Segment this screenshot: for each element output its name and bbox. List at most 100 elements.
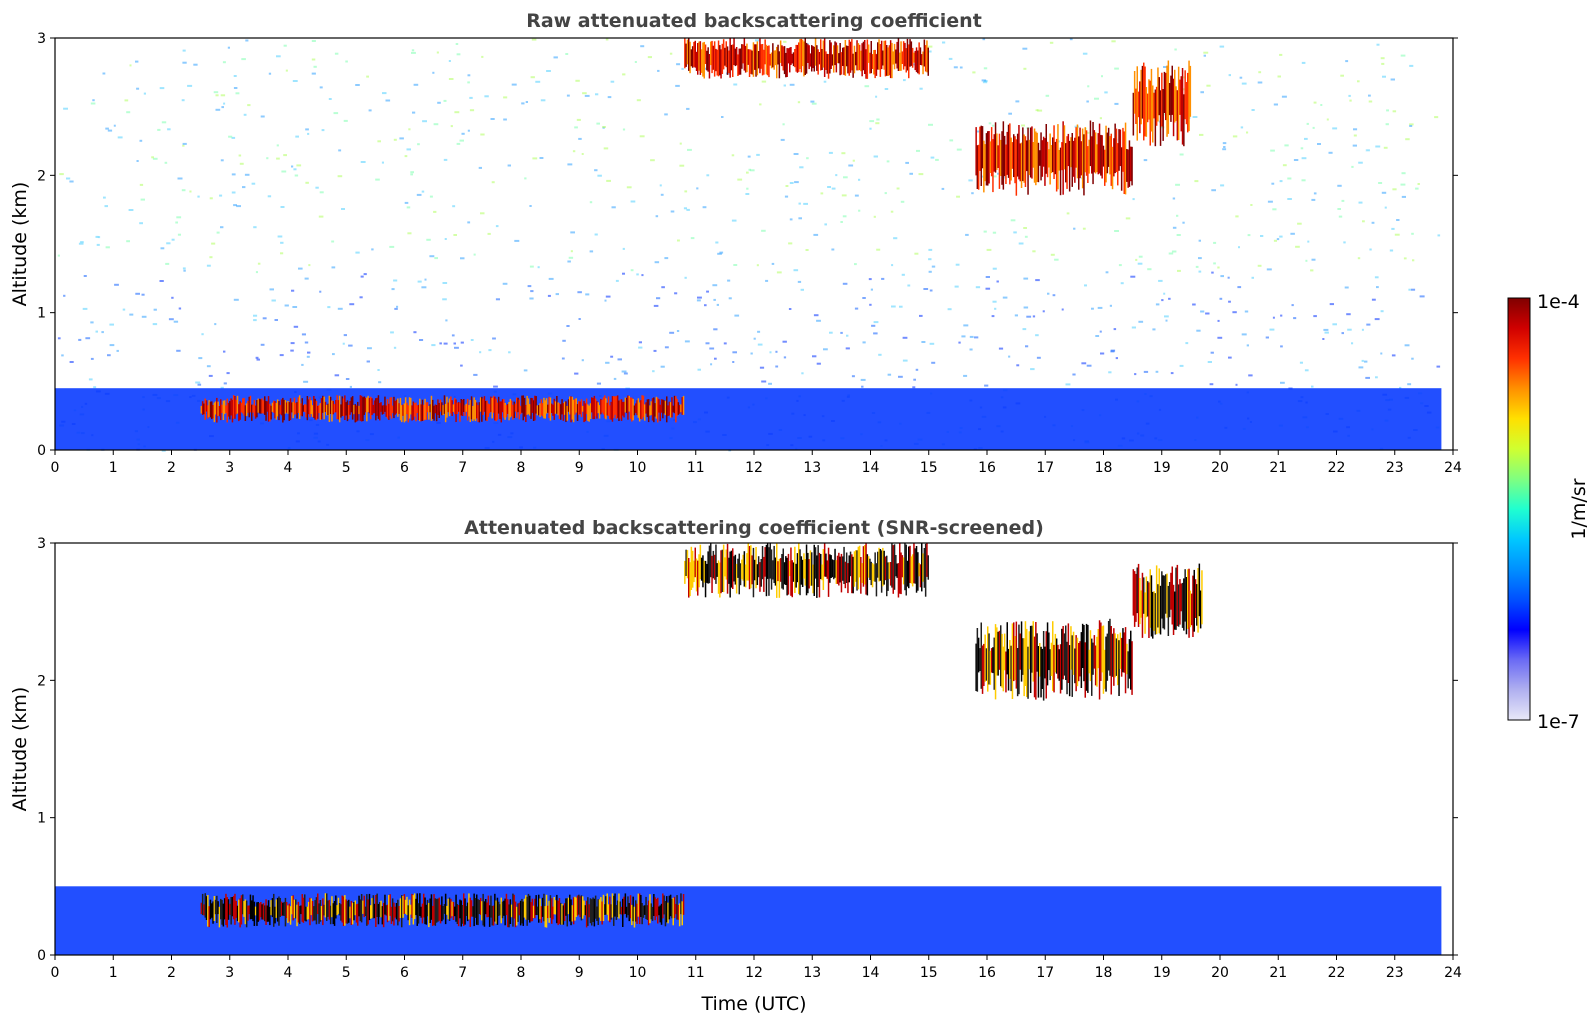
feature-streak (851, 554, 853, 594)
feature-streak (563, 903, 566, 922)
noise-pixel (1267, 200, 1273, 203)
noise-pixel (1279, 180, 1283, 183)
feature-streak (1028, 631, 1031, 670)
noise-pixel (1335, 120, 1338, 123)
feature-streak (886, 45, 888, 76)
feature-streak (734, 554, 737, 585)
noise-pixel (756, 264, 759, 267)
feature-streak (917, 50, 919, 74)
feature-streak (865, 49, 867, 79)
feature-streak (923, 548, 926, 588)
x-tick-label: 23 (1386, 965, 1404, 981)
noise-pixel (1084, 284, 1087, 287)
feature-streak (1053, 125, 1055, 179)
feature-streak (278, 401, 280, 421)
colorbar-gradient (1507, 297, 1531, 721)
noise-pixel (835, 174, 838, 177)
feature-streak (689, 41, 691, 74)
noise-pixel (1211, 271, 1214, 274)
noise-pixel (1323, 328, 1329, 331)
feature-streak (877, 42, 879, 70)
feature-streak (227, 402, 230, 417)
feature-streak (1005, 144, 1007, 184)
feature-streak (735, 563, 738, 594)
feature-streak (746, 43, 748, 73)
noise-pixel (455, 43, 459, 45)
feature-streak (655, 899, 658, 917)
feature-streak (252, 404, 254, 413)
feature-streak (552, 404, 554, 416)
feature-streak (391, 898, 394, 922)
feature-streak (407, 405, 409, 423)
noise-pixel (1404, 344, 1410, 347)
noise-pixel (459, 139, 464, 142)
feature-streak (777, 44, 779, 65)
feature-streak (607, 904, 610, 921)
noise-pixel (480, 212, 485, 215)
feature-streak (1110, 626, 1112, 695)
feature-streak (260, 902, 262, 918)
noise-pixel (525, 101, 528, 103)
noise-pixel (919, 314, 923, 317)
noise-pixel (56, 246, 61, 248)
noise-pixel (535, 80, 541, 83)
feature-streak (386, 399, 389, 419)
noise-pixel (1179, 364, 1184, 367)
feature-streak (1105, 125, 1107, 183)
noise-pixel (975, 286, 981, 289)
feature-streak (481, 396, 483, 422)
feature-streak (1126, 149, 1128, 182)
feature-streak (862, 41, 865, 71)
feature-streak (871, 54, 874, 69)
feature-streak (891, 543, 893, 588)
noise-pixel (206, 240, 209, 243)
feature-streak (256, 400, 258, 418)
feature-streak (584, 905, 587, 916)
noise-pixel (1110, 350, 1115, 353)
feature-streak (565, 898, 567, 916)
noise-pixel (813, 233, 819, 236)
noise-pixel (788, 242, 793, 245)
noise-pixel (215, 108, 221, 111)
noise-pixel (622, 73, 626, 76)
feature-streak (911, 47, 914, 68)
feature-streak (1181, 68, 1184, 145)
noise-pixel (1329, 195, 1334, 197)
feature-streak (296, 402, 298, 419)
noise-pixel (1210, 351, 1214, 354)
noise-pixel (1382, 75, 1386, 78)
feature-streak (704, 44, 707, 64)
feature-streak (1101, 135, 1103, 179)
noise-pixel (960, 238, 964, 241)
noise-pixel (412, 111, 416, 114)
noise-pixel (285, 69, 288, 72)
feature-streak (1009, 640, 1011, 679)
noise-pixel (1371, 221, 1375, 224)
noise-pixel (1417, 183, 1420, 185)
feature-streak (600, 897, 602, 921)
feature-streak (589, 403, 592, 420)
feature-streak (205, 400, 208, 412)
noise-pixel (585, 293, 590, 296)
feature-streak (785, 52, 787, 78)
feature-streak (1132, 569, 1135, 616)
x-tick-label: 1 (109, 460, 118, 476)
feature-streak (1066, 641, 1068, 695)
feature-streak (452, 902, 455, 920)
feature-streak (439, 399, 442, 412)
feature-streak (926, 543, 928, 577)
feature-streak (760, 44, 762, 69)
feature-streak (892, 51, 894, 65)
noise-pixel (993, 175, 997, 178)
feature-streak (593, 898, 596, 927)
feature-streak (657, 397, 659, 423)
noise-pixel (166, 242, 171, 245)
feature-streak (1027, 646, 1029, 699)
noise-pixel (396, 44, 399, 47)
noise-pixel (473, 373, 478, 376)
feature-streak (717, 560, 720, 594)
feature-region (55, 388, 1442, 450)
feature-streak (992, 647, 994, 674)
noise-pixel (1241, 333, 1247, 336)
feature-streak (1084, 127, 1086, 173)
